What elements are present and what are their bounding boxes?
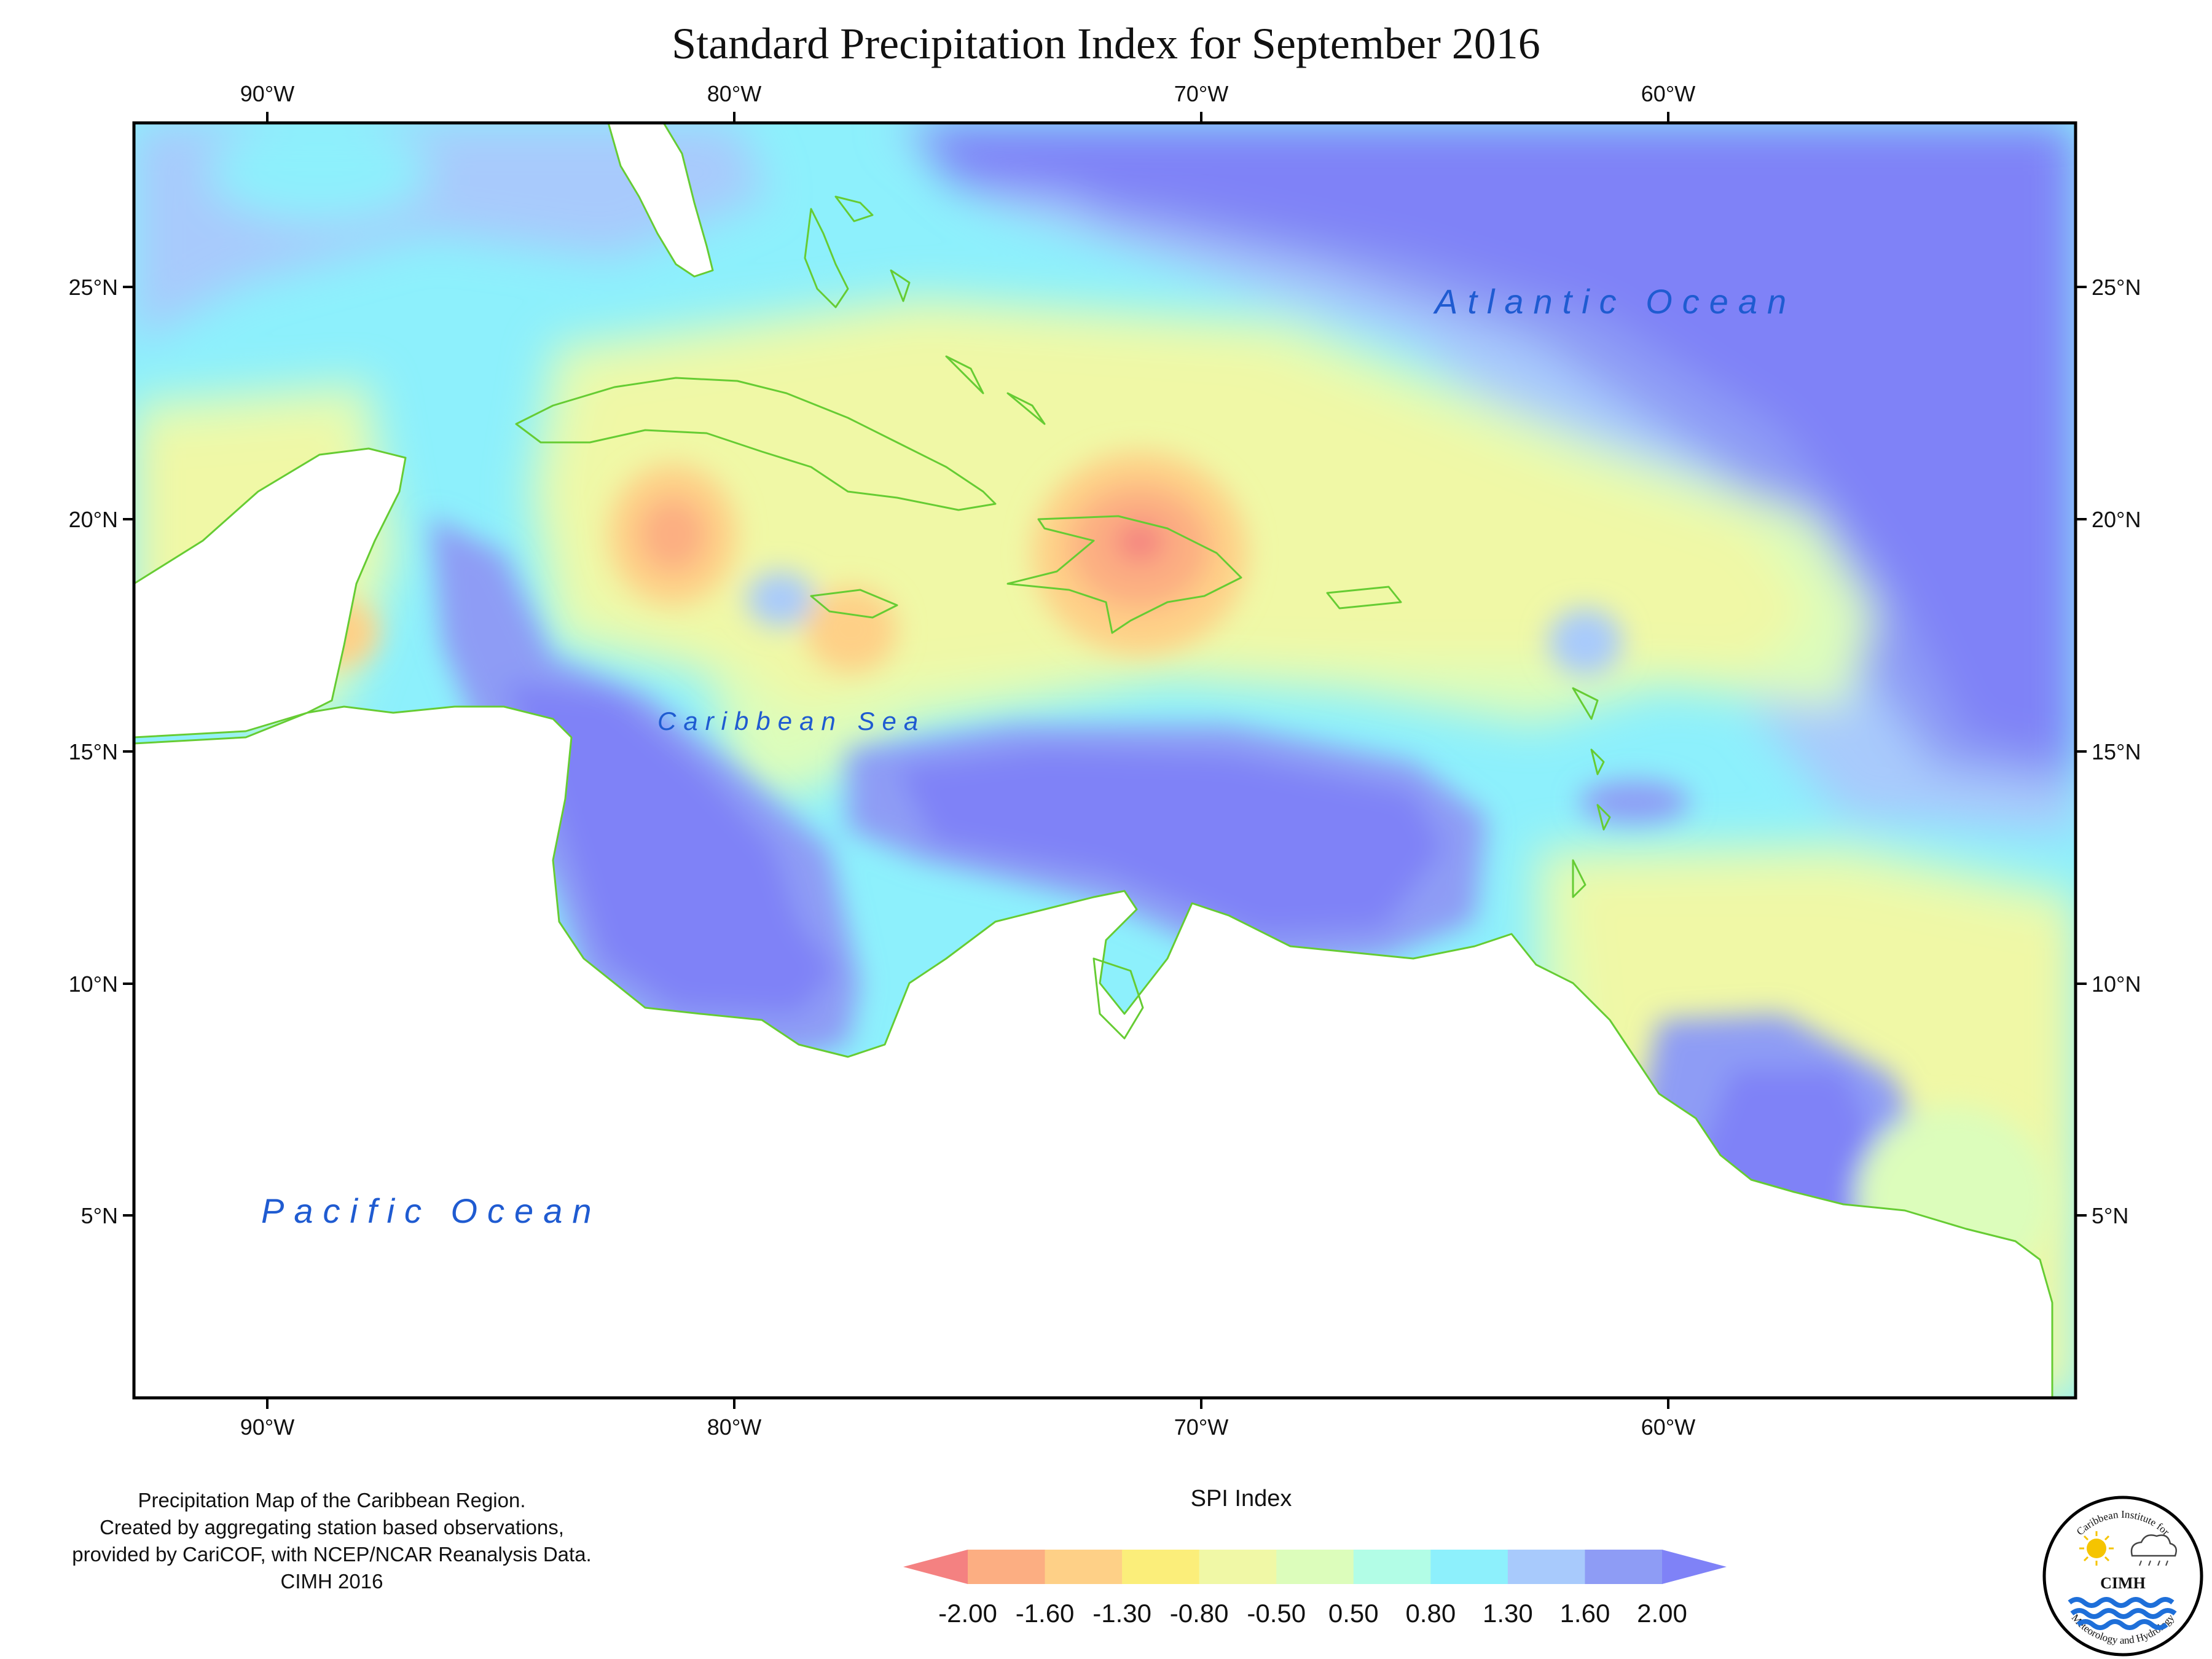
note-line: Created by aggregating station based obs… bbox=[100, 1516, 564, 1539]
map-title: Standard Precipitation Index for Septemb… bbox=[672, 19, 1540, 68]
legend-tick-label: 1.60 bbox=[1560, 1599, 1610, 1628]
map-frame bbox=[132, 121, 2077, 1400]
lon-label-top-90w: 90°W bbox=[240, 81, 294, 106]
pacific-ocean-label: Pacific Ocean bbox=[261, 1191, 602, 1230]
lat-label-left-25n: 25°N bbox=[69, 275, 118, 300]
lon-label-bottom-90w: 90°W bbox=[240, 1414, 294, 1440]
legend-tick-label: 1.30 bbox=[1483, 1599, 1533, 1628]
lat-label-right-20n: 20°N bbox=[2092, 507, 2141, 532]
legend-tick-label: 0.50 bbox=[1328, 1599, 1379, 1628]
legend-swatch bbox=[968, 1550, 1046, 1584]
coastlines bbox=[515, 195, 1611, 1040]
sun-icon bbox=[2079, 1531, 2114, 1566]
lon-label-bottom-80w: 80°W bbox=[707, 1414, 761, 1440]
lat-label-left-15n: 15°N bbox=[69, 739, 118, 764]
legend-tick-label: 2.00 bbox=[1637, 1599, 1687, 1628]
legend-title: SPI Index bbox=[1190, 1486, 1292, 1512]
legend-tick-label: 0.80 bbox=[1405, 1599, 1456, 1628]
lat-label-left-20n: 20°N bbox=[69, 507, 118, 532]
legend-tick-label: -1.30 bbox=[1092, 1599, 1151, 1628]
caribbean-sea-label: Caribbean Sea bbox=[657, 707, 925, 735]
legend-colorbar bbox=[903, 1550, 1727, 1584]
legend-swatch bbox=[1122, 1550, 1200, 1584]
lon-label-top-70w: 70°W bbox=[1174, 81, 1228, 106]
cloud-icon bbox=[2130, 1534, 2177, 1566]
lon-label-top-80w: 80°W bbox=[707, 81, 761, 106]
legend-tick-label: -0.50 bbox=[1247, 1599, 1306, 1628]
legend-swatch bbox=[1585, 1550, 1663, 1584]
lon-label-bottom-70w: 70°W bbox=[1174, 1414, 1228, 1440]
legend-swatch bbox=[1045, 1550, 1123, 1584]
legend-swatch bbox=[1276, 1550, 1354, 1584]
tick-marks bbox=[123, 112, 2087, 1409]
legend-tick-label: -0.80 bbox=[1170, 1599, 1229, 1628]
atlantic-ocean-label: Atlantic Ocean bbox=[1433, 282, 1796, 321]
lat-label-left-10n: 10°N bbox=[69, 971, 118, 997]
lat-label-right-25n: 25°N bbox=[2092, 275, 2141, 300]
logo-abbr: CIMH bbox=[2100, 1574, 2146, 1592]
land bbox=[134, 123, 2053, 1398]
note-line: provided by CariCOF, with NCEP/NCAR Rean… bbox=[72, 1543, 592, 1566]
cimh-logo: Caribbean Institute for Meteorology and … bbox=[2042, 1496, 2203, 1657]
lon-label-top-60w: 60°W bbox=[1641, 81, 1695, 106]
legend-tick-labels: -2.00 -1.60 -1.30 -0.80 -0.50 0.50 0.80 1.30 1.6… bbox=[938, 1599, 1687, 1628]
lat-label-right-5n: 5°N bbox=[2092, 1203, 2128, 1228]
legend-swatch-max bbox=[1662, 1550, 1727, 1584]
legend-swatch bbox=[1353, 1550, 1431, 1584]
legend-tick-label: -1.60 bbox=[1016, 1599, 1075, 1628]
waves-icon bbox=[2068, 1597, 2177, 1630]
map-notes: Precipitation Map of the Caribbean Regio… bbox=[37, 1487, 627, 1595]
legend-tick-label: -2.00 bbox=[938, 1599, 997, 1628]
lat-label-left-5n: 5°N bbox=[81, 1203, 118, 1228]
note-line: Precipitation Map of the Caribbean Regio… bbox=[138, 1489, 526, 1512]
lat-label-right-10n: 10°N bbox=[2092, 971, 2141, 997]
legend-swatch-min bbox=[903, 1550, 968, 1584]
legend-swatch bbox=[1199, 1550, 1277, 1584]
legend-swatch bbox=[1430, 1550, 1508, 1584]
lon-label-bottom-60w: 60°W bbox=[1641, 1414, 1695, 1440]
lat-label-right-15n: 15°N bbox=[2092, 739, 2141, 764]
legend-swatch bbox=[1507, 1550, 1585, 1584]
spi-field bbox=[134, 123, 2076, 1398]
note-line: CIMH 2016 bbox=[280, 1570, 383, 1593]
